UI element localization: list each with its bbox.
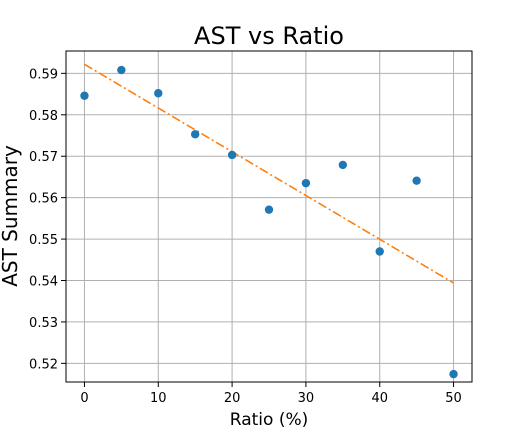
x-tick-label: 30 — [298, 391, 315, 406]
x-tick-label: 50 — [445, 391, 462, 406]
grid — [66, 51, 472, 382]
data-points — [80, 65, 458, 379]
data-point — [117, 65, 126, 75]
data-point — [80, 91, 89, 100]
data-point — [301, 178, 311, 188]
y-axis-ticks: 0.52 0.53 0.54 0.55 0.56 0.57 0.58 0.59 — [29, 67, 66, 372]
data-point — [154, 89, 163, 98]
x-axis-label: Ratio (%) — [230, 410, 308, 430]
data-point — [449, 369, 458, 379]
chart-title: AST vs Ratio — [194, 22, 344, 50]
x-axis-ticks: 0 10 20 30 40 50 — [80, 382, 462, 406]
y-tick-label: 0.53 — [29, 316, 58, 331]
y-tick-label: 0.56 — [29, 192, 58, 207]
plot-frame — [65, 50, 473, 383]
y-tick-label: 0.55 — [29, 233, 58, 248]
x-tick-label: 40 — [371, 391, 388, 406]
data-point — [190, 130, 200, 139]
y-tick-label: 0.54 — [29, 275, 58, 290]
trend-line-layer — [84, 63, 454, 284]
y-tick-label: 0.52 — [29, 357, 58, 372]
data-point — [227, 150, 237, 160]
data-point — [338, 160, 348, 170]
data-point — [264, 205, 274, 214]
data-point — [375, 247, 384, 256]
data-point — [412, 176, 421, 185]
y-axis-label: AST Summary — [0, 145, 22, 287]
y-tick-label: 0.57 — [29, 150, 58, 165]
x-tick-label: 10 — [150, 391, 167, 406]
x-tick-label: 0 — [80, 391, 88, 406]
x-tick-label: 20 — [224, 391, 241, 406]
trend-line — [84, 63, 454, 284]
y-tick-label: 0.58 — [29, 109, 58, 124]
y-tick-label: 0.59 — [29, 67, 58, 82]
